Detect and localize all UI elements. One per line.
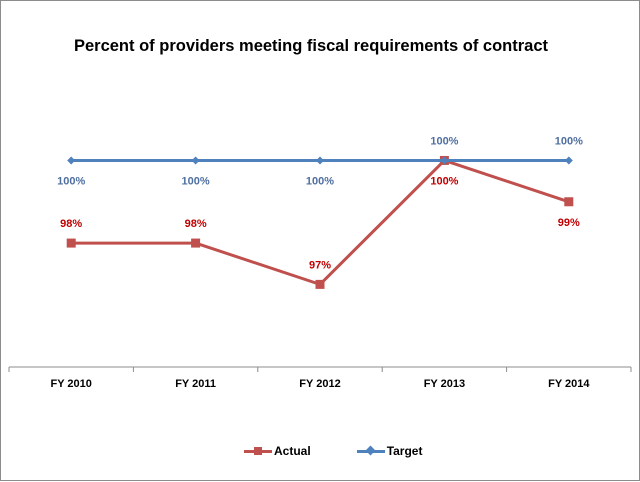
data-label-actual-fy-2013: 100% <box>430 175 458 187</box>
data-label-target-fy-2010: 100% <box>57 175 85 187</box>
x-tick-label-fy-2012: FY 2012 <box>299 378 340 390</box>
legend-swatch-actual <box>244 446 272 456</box>
legend-marker-actual <box>254 447 262 455</box>
legend-label-actual: Actual <box>274 444 311 458</box>
data-label-actual-fy-2014: 99% <box>558 217 580 229</box>
point-target-fy-2013 <box>440 156 449 165</box>
x-tick-label-fy-2010: FY 2010 <box>51 378 92 390</box>
data-label-target-fy-2011: 100% <box>182 175 210 187</box>
point-actual-fy-2010 <box>66 238 76 248</box>
legend-entry-target: Target <box>356 444 423 458</box>
legend: Actual Target <box>244 444 468 458</box>
data-label-target-fy-2012: 100% <box>306 175 334 187</box>
data-labels: 98% 98% 97% 100% 99% 100% 100% 100% 100% 100% <box>57 135 583 271</box>
x-tick-label-fy-2011: FY 2011 <box>175 378 216 390</box>
chart-title: Percent of providers meeting fiscal requ… <box>73 37 549 55</box>
data-label-target-fy-2014: 100% <box>555 135 583 147</box>
data-label-target-fy-2013: 100% <box>430 135 458 147</box>
legend-entry-actual: Actual <box>244 444 311 458</box>
point-actual-fy-2012 <box>315 279 325 289</box>
data-label-actual-fy-2011: 98% <box>185 218 207 230</box>
point-target-fy-2010 <box>67 156 76 165</box>
data-label-actual-fy-2012: 97% <box>309 259 331 271</box>
legend-swatch-target <box>356 445 385 456</box>
x-axis: FY 2010 FY 2011 FY 2012 FY 2013 FY 2014 <box>8 366 632 390</box>
legend-marker-target <box>365 445 376 456</box>
point-target-fy-2012 <box>316 156 324 165</box>
x-tick-label-fy-2013: FY 2013 <box>424 378 465 390</box>
point-actual-fy-2014 <box>564 197 574 207</box>
data-label-actual-fy-2010: 98% <box>60 218 82 230</box>
point-target-fy-2011 <box>191 156 200 165</box>
point-actual-fy-2011 <box>191 238 201 248</box>
point-target-fy-2014 <box>564 156 573 165</box>
legend-label-target: Target <box>386 444 423 458</box>
x-tick-label-fy-2014: FY 2014 <box>548 378 590 390</box>
series-layer <box>66 155 574 289</box>
